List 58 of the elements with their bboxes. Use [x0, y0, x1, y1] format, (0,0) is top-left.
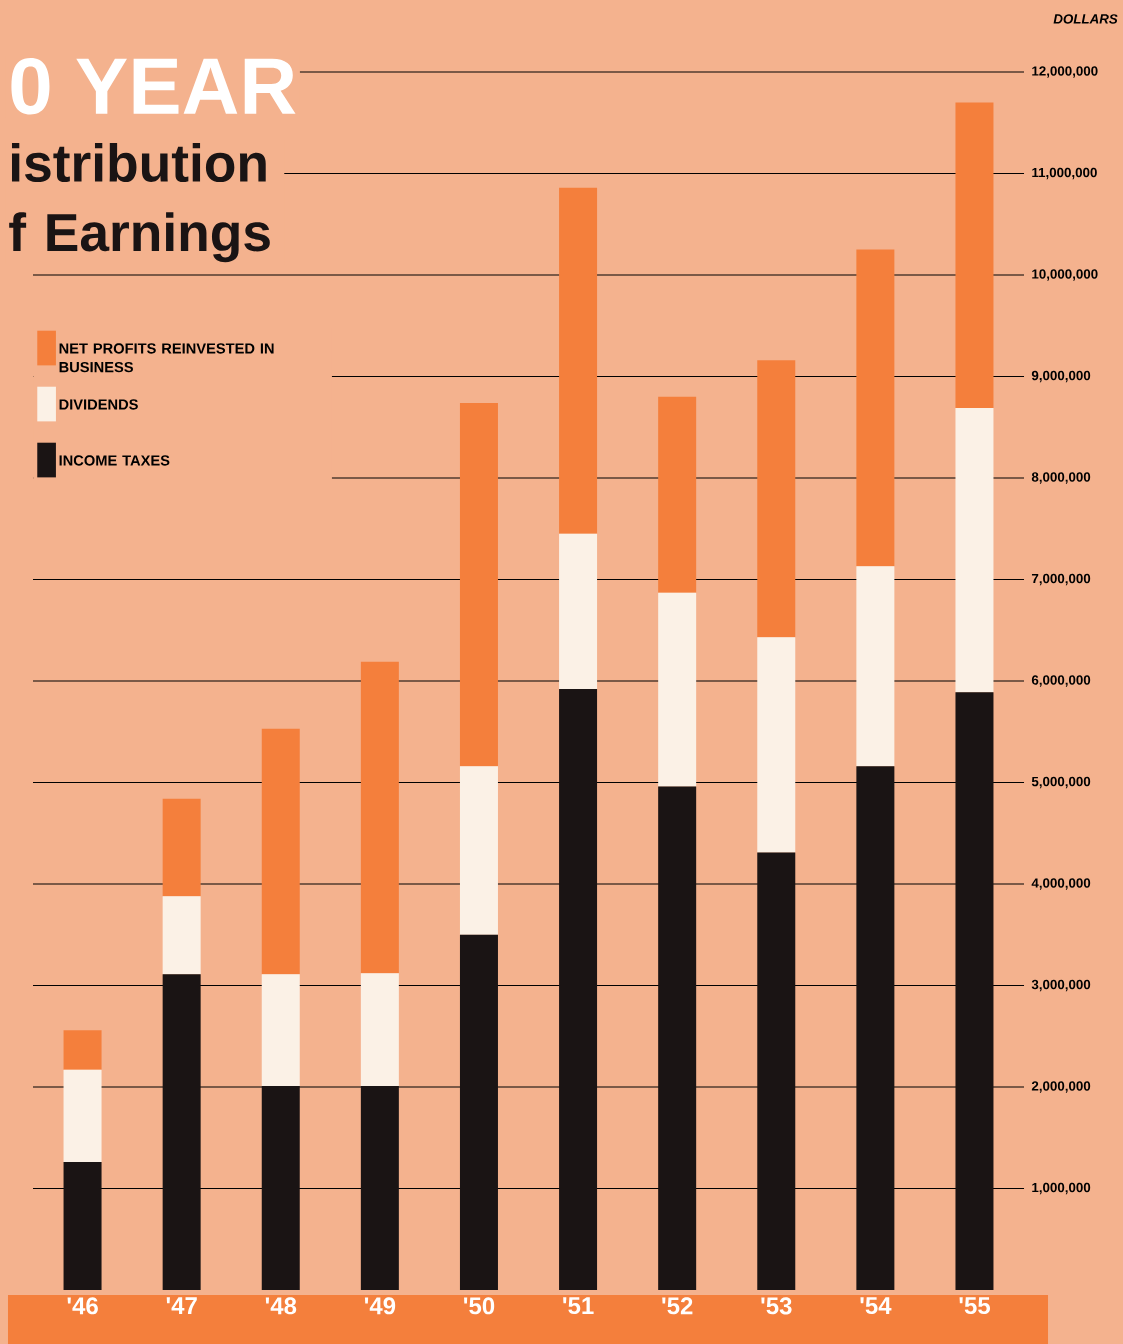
y-tick-label: 12,000,000 [1032, 66, 1098, 78]
bar [459, 402, 498, 767]
x-tick-label: '54 [860, 1297, 892, 1315]
bar [856, 566, 895, 767]
x-tick-label: '49 [364, 1297, 396, 1315]
y-tick-label: 11,000,000 [1032, 167, 1097, 180]
bar [261, 1085, 300, 1290]
bar [162, 896, 201, 975]
bar [360, 661, 399, 974]
bar [459, 934, 498, 1290]
y-tick-label: 6,000,000 [1031, 675, 1091, 687]
bar [63, 1069, 102, 1163]
bar [559, 187, 598, 534]
bar [63, 1162, 102, 1290]
chart-title: 0 YEAR [11, 57, 296, 115]
bar [459, 766, 498, 935]
legend-label: INCOME TAXES [59, 455, 170, 466]
bar [856, 766, 895, 1290]
x-tick-label: '53 [761, 1297, 792, 1315]
x-tick-label: '47 [166, 1297, 197, 1314]
y-tick-label: 2,000,000 [1031, 1081, 1091, 1093]
y-tick-label: 1,000,000 [1032, 1182, 1091, 1195]
bar [955, 407, 994, 693]
bar [360, 1085, 399, 1290]
y-tick-label: 9,000,000 [1031, 370, 1091, 383]
y-tick-label: 5,000,000 [1031, 776, 1091, 789]
bar [658, 786, 697, 1290]
y-tick-label: 7,000,000 [1031, 573, 1091, 586]
legend-label: NET PROFITS REINVESTED IN BUSINESS [59, 343, 274, 373]
bar [162, 798, 201, 897]
bar [955, 692, 994, 1290]
x-tick-label: '51 [563, 1297, 594, 1315]
bar [856, 249, 895, 567]
y-tick-label: 4,000,000 [1031, 878, 1091, 890]
y-tick-label: 10,000,000 [1032, 269, 1098, 281]
bar [658, 592, 697, 787]
text: istribution f Earnings [9, 142, 270, 263]
y-tick-label: 8,000,000 [1031, 472, 1091, 484]
x-tick-label: '48 [265, 1297, 297, 1315]
x-tick-label: '46 [67, 1297, 98, 1315]
y-tick-label: 3,000,000 [1031, 979, 1091, 992]
bar [757, 637, 796, 853]
bar [261, 974, 300, 1086]
bar [757, 852, 796, 1290]
bar [559, 689, 598, 1290]
bar [955, 102, 994, 408]
bar [162, 974, 201, 1290]
bar [63, 1030, 102, 1070]
bar [261, 728, 300, 975]
bar [658, 396, 697, 593]
legend-label: DIVIDENDS [59, 399, 138, 410]
bar [757, 360, 796, 638]
x-tick-label: '50 [464, 1297, 495, 1315]
x-tick-label: '52 [662, 1297, 693, 1315]
bar [360, 973, 399, 1086]
y-axis-title: DOLLARS [1053, 14, 1118, 24]
bar [559, 533, 598, 690]
x-tick-label: '55 [959, 1297, 991, 1315]
